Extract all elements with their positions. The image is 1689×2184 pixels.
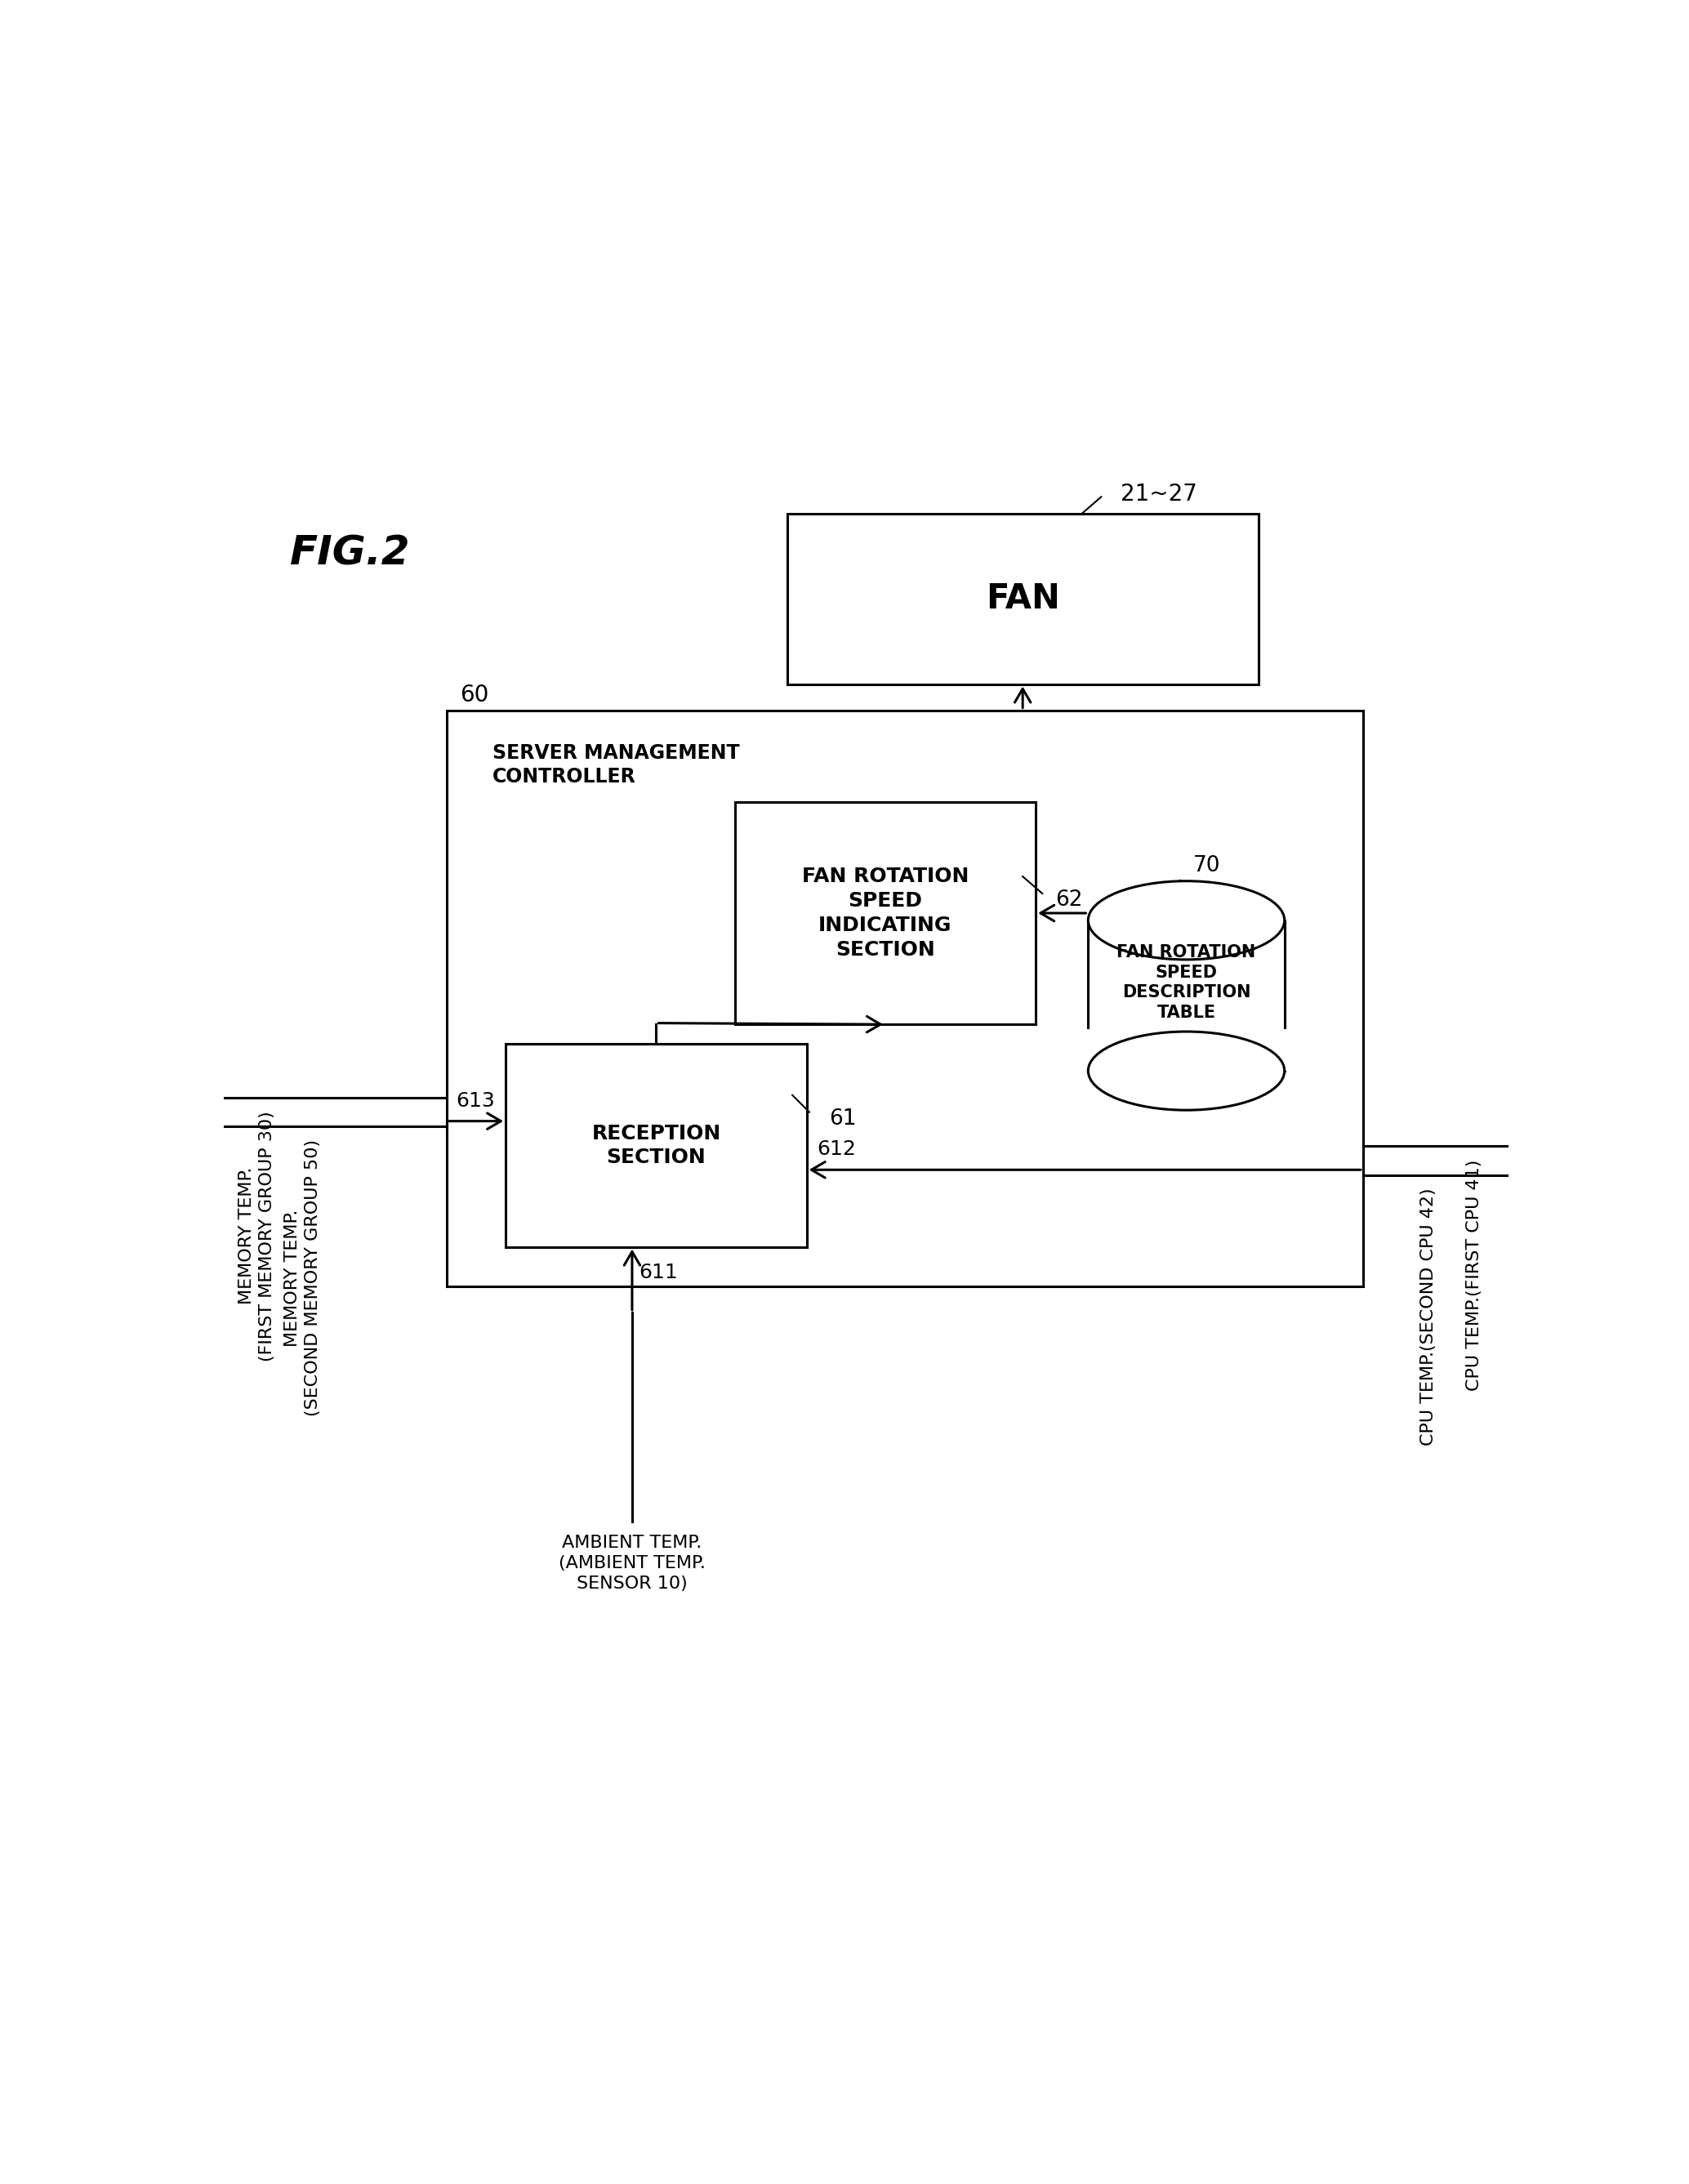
Text: 611: 611	[638, 1262, 677, 1282]
Text: 61: 61	[829, 1107, 856, 1129]
Text: FAN ROTATION
SPEED
INDICATING
SECTION: FAN ROTATION SPEED INDICATING SECTION	[802, 867, 969, 959]
Text: 613: 613	[456, 1092, 495, 1112]
Text: 60: 60	[459, 684, 488, 705]
Text: MEMORY TEMP.
(FIRST MEMORY GROUP 30): MEMORY TEMP. (FIRST MEMORY GROUP 30)	[238, 1112, 275, 1361]
Text: 21~27: 21~27	[1121, 483, 1198, 507]
Text: 612: 612	[817, 1140, 856, 1160]
Text: FAN: FAN	[986, 581, 1059, 616]
Bar	[735, 802, 1035, 1024]
Text: MEMORY TEMP.
(SECOND MEMORY GROUP 50): MEMORY TEMP. (SECOND MEMORY GROUP 50)	[284, 1140, 321, 1417]
Bar	[505, 1044, 807, 1247]
Ellipse shape	[1088, 880, 1285, 959]
Bar	[787, 513, 1258, 684]
Text: 70: 70	[1192, 856, 1219, 876]
Text: FIG.2: FIG.2	[291, 533, 410, 572]
Ellipse shape	[1088, 1031, 1285, 1109]
Text: FAN ROTATION
SPEED
DESCRIPTION
TABLE: FAN ROTATION SPEED DESCRIPTION TABLE	[1116, 943, 1257, 1022]
Text: RECEPTION
SECTION: RECEPTION SECTION	[591, 1123, 721, 1168]
Bar	[1086, 1029, 1287, 1070]
Bar	[1088, 919, 1285, 1070]
Text: CPU TEMP.(FIRST CPU 41): CPU TEMP.(FIRST CPU 41)	[1466, 1160, 1483, 1391]
Text: AMBIENT TEMP.
(AMBIENT TEMP.
SENSOR 10): AMBIENT TEMP. (AMBIENT TEMP. SENSOR 10)	[559, 1535, 706, 1592]
Text: CPU TEMP.(SECOND CPU 42): CPU TEMP.(SECOND CPU 42)	[1420, 1188, 1437, 1446]
Text: SERVER MANAGEMENT
CONTROLLER: SERVER MANAGEMENT CONTROLLER	[493, 743, 740, 786]
Bar	[446, 710, 1363, 1286]
Text: 62: 62	[1056, 889, 1083, 911]
